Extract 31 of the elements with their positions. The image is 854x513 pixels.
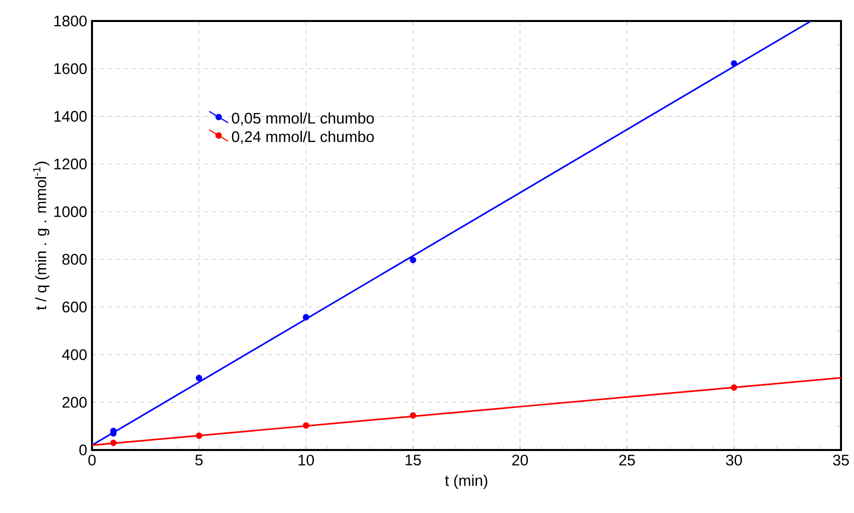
- x-tick-label: 30: [726, 454, 742, 466]
- legend-label: 0,24 mmol/L chumbo: [232, 130, 374, 144]
- y-tick-label: 800: [62, 254, 87, 265]
- y-axis-title: t / q (min . g . mmol$^{-1}$): [32, 162, 50, 310]
- y-tick-label: 1200: [54, 158, 87, 170]
- x-tick-label: 15: [406, 454, 421, 466]
- y-tick-label: 0: [79, 444, 87, 456]
- x-tick-label: 0: [88, 454, 96, 466]
- point: [730, 384, 738, 391]
- point: [410, 256, 416, 264]
- y-tick-label: 200: [62, 396, 87, 408]
- point: [110, 440, 117, 446]
- point: [410, 412, 416, 419]
- x-axis-title: t (min): [445, 474, 488, 489]
- y-tick-label: 1000: [54, 206, 87, 218]
- x-tick-label: 10: [298, 454, 314, 466]
- y-tick-label: 1600: [54, 63, 87, 74]
- legend-label: 0,05 mmol/L chumbo: [232, 112, 374, 126]
- point: [196, 374, 202, 382]
- x-tick-label: 20: [512, 454, 528, 466]
- y-tick-label: 600: [62, 302, 87, 312]
- point: [730, 60, 738, 67]
- x-tick-label: 35: [833, 454, 849, 466]
- point: [302, 314, 310, 320]
- point: [302, 422, 310, 429]
- y-tick-label: 1800: [54, 16, 87, 26]
- point: [196, 432, 202, 439]
- x-tick-label: 25: [619, 454, 635, 466]
- x-tick-label: 5: [195, 454, 203, 466]
- y-tick-label: 1400: [54, 110, 87, 122]
- y-tick-label: 400: [62, 349, 87, 360]
